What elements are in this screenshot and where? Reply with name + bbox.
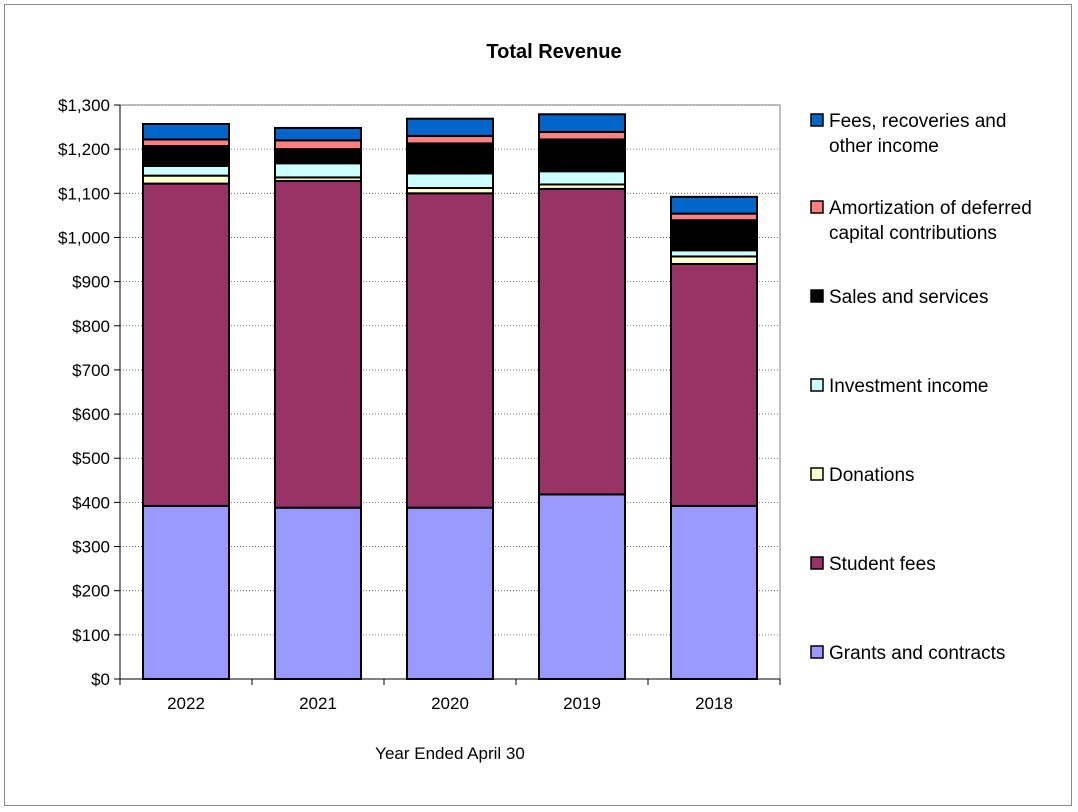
bar-segment: [670, 219, 758, 252]
x-tick-label: 2022: [167, 694, 205, 713]
legend-item: Sales and services: [810, 287, 988, 308]
chart-title: Total Revenue: [486, 41, 621, 63]
legend-item: Student fees: [810, 554, 936, 575]
legend-item: Amortization of deferred capital contribu…: [810, 198, 1032, 244]
bar-stack-2022: [142, 122, 230, 681]
bar-segment: [406, 506, 494, 680]
legend-label: Grants and contracts: [829, 643, 1005, 664]
legend-swatch: [810, 556, 824, 570]
x-tick-label: 2020: [431, 694, 469, 713]
bar-segment: [274, 126, 362, 142]
legend-label: Donations: [829, 465, 915, 486]
bar-segment: [142, 122, 230, 141]
legend-swatch: [810, 289, 824, 303]
x-axis: 2022 2021 2020 2019 2018: [119, 678, 781, 713]
bar-segment: [538, 170, 626, 186]
bar-segment: [274, 162, 362, 179]
legend-label: Fees, recoveries and: [829, 111, 1006, 132]
legend-swatch: [810, 467, 824, 481]
bar-segment: [142, 174, 230, 185]
chart-frame: Total Revenue $0 $100 $200 $300 $400 $500 $600…: [4, 4, 1072, 806]
legend-label: Sales and services: [829, 287, 988, 308]
bar-segment: [406, 142, 494, 175]
y-tick-label: $800: [72, 317, 110, 336]
bar-segment: [274, 139, 362, 151]
x-tick-label: 2019: [563, 694, 601, 713]
bar-segment: [538, 130, 626, 141]
x-tick-label: 2021: [299, 694, 337, 713]
bar-stack-2020: [406, 117, 494, 680]
legend-label: capital contributions: [829, 223, 997, 244]
y-tick-label: $500: [72, 449, 110, 468]
bar-segment: [538, 138, 626, 173]
y-tick-label: $1,200: [58, 140, 110, 159]
legend: Fees, recoveries and other income Amortiza…: [810, 111, 1032, 664]
y-tick-label: $200: [72, 582, 110, 601]
bar-segment: [406, 192, 494, 509]
y-tick-label: $600: [72, 405, 110, 424]
y-tick-label: $1,000: [58, 228, 110, 247]
y-tick-label: $0: [91, 670, 110, 689]
bar-segment: [670, 504, 758, 681]
x-tick-label: 2018: [695, 694, 733, 713]
legend-label: other income: [829, 136, 939, 157]
y-tick-label: $700: [72, 361, 110, 380]
bar-segment: [406, 172, 494, 190]
y-tick-label: $1,100: [58, 184, 110, 203]
bar-segment: [274, 506, 362, 680]
bar-stack-2021: [274, 126, 362, 680]
bar-segment: [670, 195, 758, 215]
y-tick-label: $300: [72, 538, 110, 557]
y-tick-label: $400: [72, 493, 110, 512]
bar-segment: [406, 117, 494, 137]
legend-swatch: [810, 645, 824, 659]
legend-label: Amortization of deferred: [829, 198, 1032, 219]
bar-segment: [142, 164, 230, 177]
legend-item: Grants and contracts: [810, 643, 1005, 664]
bar-segment: [142, 182, 230, 507]
bar-segment: [274, 179, 362, 509]
bar-segment: [538, 187, 626, 496]
y-axis: $0 $100 $200 $300 $400 $500 $600 $700 $800 $900 $1…: [58, 96, 121, 689]
legend-swatch: [810, 378, 824, 392]
bar-segment: [274, 148, 362, 165]
bar-stack-2018: [670, 195, 758, 681]
legend-label: Student fees: [829, 554, 936, 575]
bar-segment: [142, 145, 230, 167]
total-revenue-chart: Total Revenue $0 $100 $200 $300 $400 $500 $600…: [58, 41, 1032, 763]
legend-label: Investment income: [829, 376, 988, 397]
bars: [142, 113, 758, 681]
legend-item: Investment income: [810, 376, 988, 397]
y-tick-label: $1,300: [58, 96, 110, 115]
bar-stack-2019: [538, 113, 626, 680]
bar-segment: [406, 134, 494, 145]
legend-item: Fees, recoveries and other income: [810, 111, 1006, 157]
bar-segment: [670, 262, 758, 507]
bar-segment: [538, 113, 626, 133]
x-axis-title: Year Ended April 30: [375, 744, 525, 763]
y-tick-label: $100: [72, 626, 110, 645]
bar-segment: [670, 255, 758, 265]
legend-swatch: [810, 113, 824, 127]
bar-segment: [538, 493, 626, 680]
bar-segment: [142, 504, 230, 681]
legend-swatch: [810, 200, 824, 214]
y-tick-label: $900: [72, 273, 110, 292]
legend-item: Donations: [810, 465, 915, 486]
